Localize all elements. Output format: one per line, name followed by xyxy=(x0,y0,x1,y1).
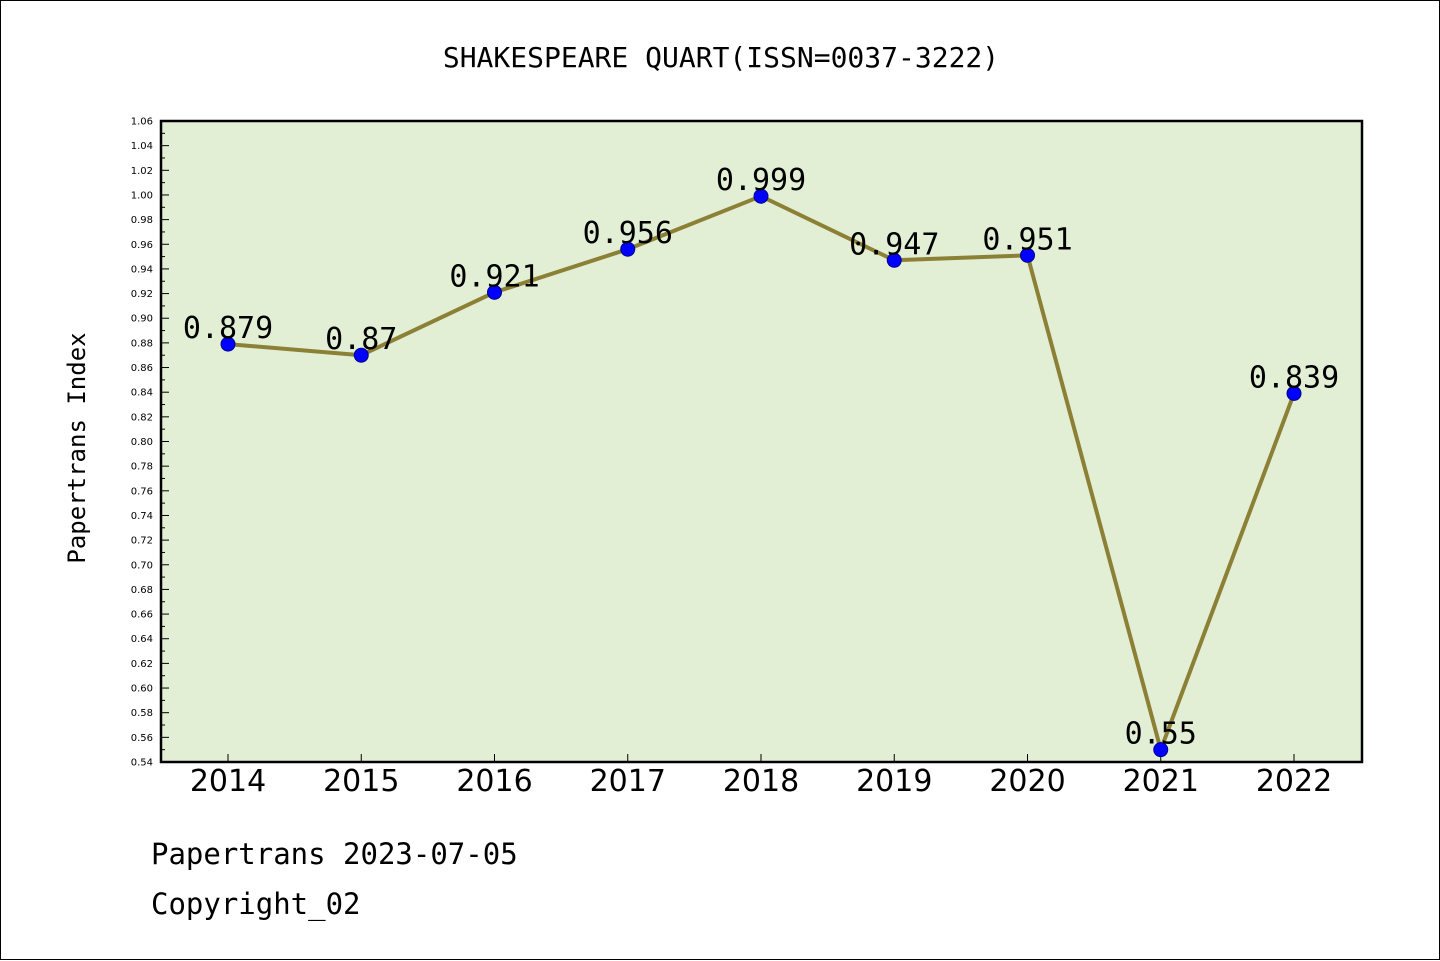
data-point xyxy=(620,241,636,257)
chart-title: SHAKESPEARE QUART(ISSN=0037-3222) xyxy=(443,41,999,74)
data-label: 0.951 xyxy=(982,222,1072,257)
data-point xyxy=(353,347,369,363)
data-label: 0.999 xyxy=(716,163,806,198)
y-tick-label: 0.56 xyxy=(131,733,153,744)
y-tick-label: 0.70 xyxy=(131,560,153,571)
y-tick-label: 0.60 xyxy=(131,684,153,695)
y-tick-label: 0.92 xyxy=(131,289,153,300)
footer-date: Papertrans 2023-07-05 xyxy=(151,837,518,871)
data-label: 0.879 xyxy=(183,311,273,346)
x-axis-ticks: 2014 2015 2016 2017 2018 2019 2020 2021 2022 xyxy=(190,754,1332,799)
footer-copyright: Copyright_02 xyxy=(151,887,361,921)
y-tick-label: 0.94 xyxy=(131,264,153,275)
data-point xyxy=(753,188,769,204)
y-tick-label: 1.00 xyxy=(131,190,153,201)
plot-border xyxy=(159,119,1364,764)
y-tick-label: 0.72 xyxy=(131,536,153,547)
data-label: 0.947 xyxy=(849,227,939,262)
plot-area xyxy=(161,121,1362,762)
x-tick-label: 2016 xyxy=(456,764,532,799)
y-tick-label: 0.58 xyxy=(131,708,153,719)
data-point xyxy=(220,336,236,352)
data-label: 0.956 xyxy=(583,216,673,251)
y-tick-label: 1.02 xyxy=(131,166,153,177)
y-tick-label: 0.66 xyxy=(131,610,153,621)
data-markers xyxy=(220,188,1302,758)
data-label: 0.839 xyxy=(1249,360,1339,395)
y-tick-label: 0.88 xyxy=(131,338,153,349)
y-tick-label: 0.98 xyxy=(131,215,153,226)
data-point xyxy=(1286,385,1302,401)
y-tick-label: 0.84 xyxy=(131,388,153,399)
y-axis-label: Papertrans Index xyxy=(63,332,91,563)
y-tick-label: 0.78 xyxy=(131,462,153,473)
y-tick-label: 0.62 xyxy=(131,659,153,670)
y-tick-label: 0.96 xyxy=(131,240,153,251)
x-tick-label: 2017 xyxy=(590,764,666,799)
y-tick-label: 0.76 xyxy=(131,486,153,497)
y-tick-label: 0.90 xyxy=(131,314,153,325)
y-tick-label: 0.64 xyxy=(131,634,153,645)
y-tick-label: 1.06 xyxy=(131,117,153,128)
y-tick-label: 0.82 xyxy=(131,412,153,423)
data-label: 0.921 xyxy=(449,259,539,294)
y-axis-ticks: 0.54 0.56 0.58 0.60 0.62 0.64 0.66 0.68 0.70 0.72… xyxy=(131,117,169,769)
x-tick-label: 2018 xyxy=(723,764,799,799)
data-point xyxy=(886,252,902,268)
y-tick-label: 1.04 xyxy=(131,141,153,152)
x-tick-label: 2021 xyxy=(1123,764,1199,799)
x-tick-label: 2015 xyxy=(323,764,399,799)
y-tick-label: 0.74 xyxy=(131,511,153,522)
x-tick-label: 2019 xyxy=(856,764,932,799)
data-label: 0.55 xyxy=(1125,717,1197,752)
x-tick-label: 2022 xyxy=(1256,764,1332,799)
data-point xyxy=(1020,247,1035,263)
data-point xyxy=(1153,742,1169,758)
y-tick-label: 0.54 xyxy=(131,758,153,769)
y-tick-label: 0.86 xyxy=(131,363,153,374)
y-tick-label: 0.80 xyxy=(131,437,153,448)
x-tick-label: 2014 xyxy=(190,764,266,799)
x-tick-label: 2020 xyxy=(989,764,1065,799)
y-tick-label: 0.68 xyxy=(131,585,153,596)
data-labels: 0.879 0.87 0.921 0.956 0.999 0.947 0.951 0.55 0.… xyxy=(183,163,1339,751)
data-point xyxy=(487,284,502,300)
data-label: 0.87 xyxy=(325,322,397,357)
